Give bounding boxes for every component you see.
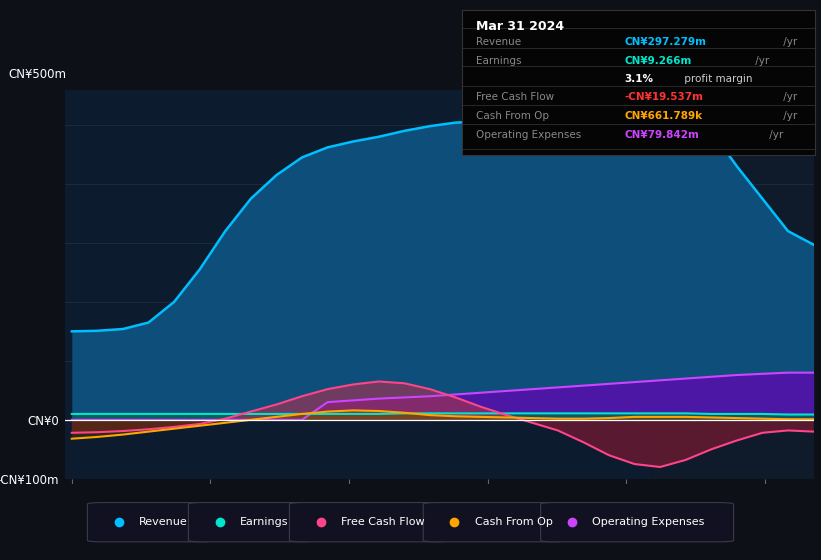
FancyBboxPatch shape (540, 502, 734, 542)
Text: Operating Expenses: Operating Expenses (593, 517, 704, 527)
Text: CN¥500m: CN¥500m (8, 68, 67, 81)
Text: /yr: /yr (780, 111, 797, 122)
Text: CN¥661.789k: CN¥661.789k (625, 111, 703, 122)
FancyBboxPatch shape (289, 502, 449, 542)
Text: CN¥297.279m: CN¥297.279m (625, 37, 707, 47)
Text: Cash From Op: Cash From Op (475, 517, 553, 527)
Text: /yr: /yr (752, 57, 769, 67)
Text: /yr: /yr (780, 92, 797, 102)
FancyBboxPatch shape (188, 502, 315, 542)
Text: /yr: /yr (780, 37, 797, 47)
Text: -CN¥19.537m: -CN¥19.537m (625, 92, 704, 102)
Text: CN¥9.266m: CN¥9.266m (625, 57, 692, 67)
Text: Free Cash Flow: Free Cash Flow (476, 92, 554, 102)
Text: Revenue: Revenue (476, 37, 521, 47)
Bar (651, 90, 818, 479)
Text: Earnings: Earnings (476, 57, 522, 67)
Text: Mar 31 2024: Mar 31 2024 (476, 20, 565, 33)
Text: Revenue: Revenue (139, 517, 188, 527)
Text: 3.1%: 3.1% (625, 74, 654, 83)
Text: Free Cash Flow: Free Cash Flow (342, 517, 424, 527)
Text: Earnings: Earnings (240, 517, 289, 527)
FancyBboxPatch shape (424, 502, 567, 542)
FancyBboxPatch shape (87, 502, 214, 542)
Text: CN¥79.842m: CN¥79.842m (625, 130, 699, 140)
Text: /yr: /yr (766, 130, 783, 140)
Text: Operating Expenses: Operating Expenses (476, 130, 581, 140)
Text: Cash From Op: Cash From Op (476, 111, 549, 122)
Text: profit margin: profit margin (681, 74, 753, 83)
